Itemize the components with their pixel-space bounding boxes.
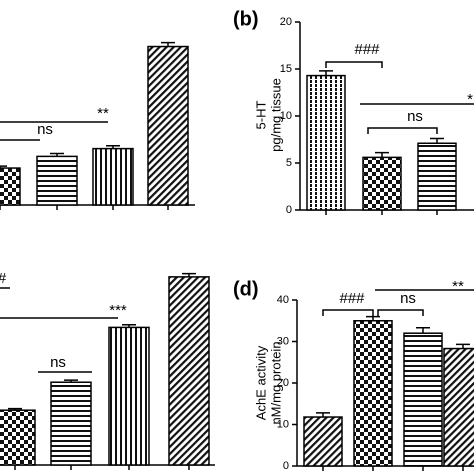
error-bar	[182, 272, 196, 277]
significance-bracket	[377, 309, 424, 316]
significance-label: *	[467, 91, 473, 108]
y-axis-label: 5-HT	[253, 100, 268, 129]
bar	[36, 155, 78, 206]
bar	[50, 381, 92, 466]
bar	[362, 156, 402, 211]
error-bar	[430, 137, 444, 144]
error-bar	[64, 379, 78, 383]
significance-label: #	[0, 270, 7, 287]
error-bar	[366, 315, 380, 321]
y-tick-label: 20	[280, 16, 292, 28]
bar	[168, 276, 210, 466]
y-tick-label: 10	[280, 110, 292, 122]
panel-label: (d)	[233, 278, 259, 300]
y-tick-label: 15	[280, 63, 292, 75]
significance-label: **	[452, 278, 464, 295]
bar	[92, 147, 134, 206]
bar	[306, 74, 346, 211]
error-bar	[319, 70, 333, 76]
error-bar	[161, 41, 175, 47]
significance-label: ###	[354, 41, 380, 58]
significance-bracket	[325, 61, 383, 68]
bar	[353, 320, 393, 467]
y-tick-label: 10	[277, 418, 289, 430]
bar	[417, 142, 457, 211]
error-bar	[456, 343, 470, 349]
bar	[108, 326, 150, 466]
significance-bracket	[367, 127, 438, 134]
y-tick-label: 30	[277, 335, 289, 347]
error-bar	[375, 151, 389, 158]
significance-label: ns	[50, 354, 66, 371]
error-bar	[106, 144, 120, 149]
significance-label: **	[97, 105, 109, 122]
error-bar	[122, 323, 136, 328]
y-tick-label: 40	[277, 294, 289, 306]
bar	[403, 332, 443, 467]
error-bar	[416, 327, 430, 334]
bar	[0, 167, 21, 206]
significance-label: ns	[400, 290, 416, 307]
error-bar	[50, 152, 64, 157]
significance-bracket	[322, 309, 374, 316]
y-tick-label: 5	[286, 157, 292, 169]
y-tick-label: 0	[283, 460, 289, 472]
y-axis-label: nM/mg protein	[268, 341, 283, 424]
bar	[303, 416, 343, 467]
bar	[0, 409, 36, 466]
y-tick-label: 0	[286, 204, 292, 216]
bar	[147, 45, 189, 206]
error-bar	[316, 412, 330, 418]
y-tick-label: 20	[277, 377, 289, 389]
bar	[443, 347, 474, 467]
error-bar	[0, 165, 7, 169]
significance-label: ns	[407, 108, 423, 125]
significance-label: ###	[339, 290, 365, 307]
significance-label: ***	[109, 302, 127, 319]
error-bar	[8, 407, 22, 411]
significance-label: ns	[37, 121, 53, 138]
y-axis-label: AchE activity	[253, 345, 268, 420]
y-axis-label: pg/mg tissue	[268, 78, 283, 152]
panel-label: (b)	[233, 8, 259, 30]
